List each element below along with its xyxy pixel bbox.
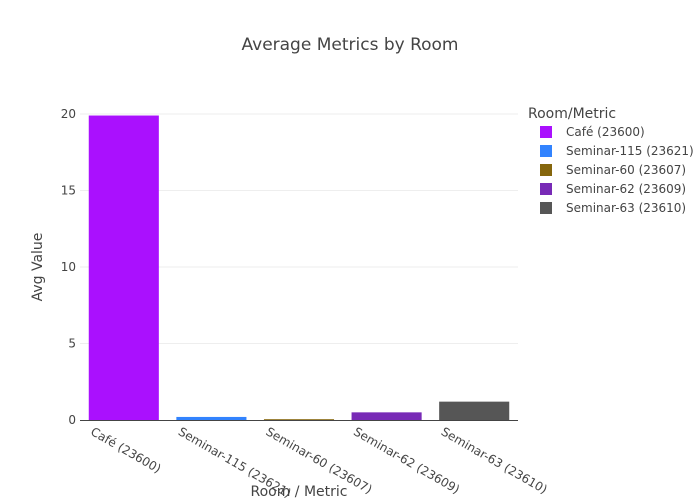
y-tick-label: 15 [61,184,76,198]
legend-label: Seminar-115 (23621) [566,144,694,158]
bar [176,416,247,420]
legend-title: Room/Metric [528,106,616,122]
legend-swatch [540,145,552,157]
legend-item[interactable]: Seminar-62 (23609) [540,182,686,196]
chart-title: Average Metrics by Room [242,35,459,55]
legend-label: Seminar-60 (23607) [566,163,686,177]
x-tick-label: Café (23600) [88,424,163,475]
bars [88,115,510,420]
y-tick-label: 0 [68,413,76,427]
y-tick-label: 20 [61,107,76,121]
legend-label: Seminar-62 (23609) [566,182,686,196]
y-axis-ticks: 0 5 10 15 20 [61,107,76,427]
x-axis-title: Room / Metric [250,484,347,500]
legend-swatch [540,183,552,195]
y-axis-title: Avg Value [30,233,46,302]
legend: Room/Metric Café (23600) Seminar-115 (236… [528,106,694,215]
legend-item[interactable]: Seminar-63 (23610) [540,201,686,215]
y-tick-label: 5 [68,337,76,351]
legend-label: Seminar-63 (23610) [566,201,686,215]
legend-item[interactable]: Seminar-60 (23607) [540,163,686,177]
bar [351,412,422,420]
legend-swatch [540,164,552,176]
bar [439,401,510,420]
legend-item[interactable]: Café (23600) [540,125,645,139]
legend-label: Café (23600) [566,125,645,139]
y-tick-label: 10 [61,260,76,274]
bar [263,419,335,420]
legend-swatch [540,126,552,138]
legend-item[interactable]: Seminar-115 (23621) [540,144,694,158]
bar [88,115,159,420]
legend-swatch [540,202,552,214]
